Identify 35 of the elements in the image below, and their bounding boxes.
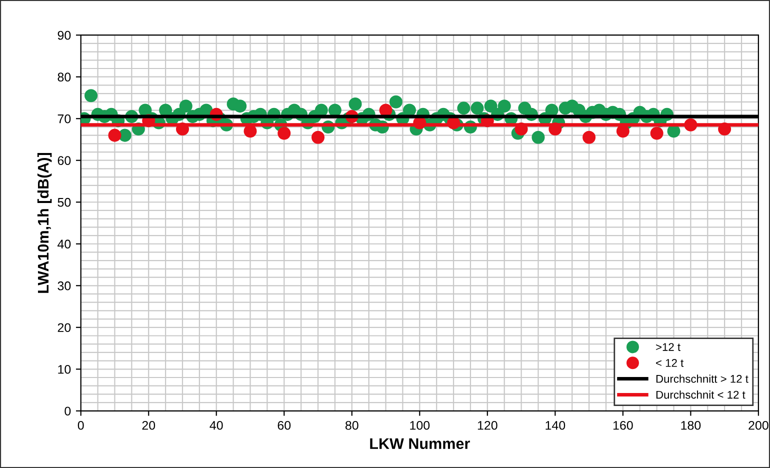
point	[582, 130, 596, 144]
point	[650, 126, 664, 140]
x-tick-label: 180	[681, 420, 701, 430]
point	[616, 124, 630, 138]
y-tick-label: 0	[64, 406, 71, 416]
point	[108, 128, 122, 142]
y-tick-label: 60	[58, 156, 71, 166]
y-tick-label: 70	[58, 114, 71, 124]
x-tick-label: 60	[278, 420, 291, 430]
x-axis-title: LKW Nummer	[370, 438, 470, 450]
y-tick-label: 20	[58, 323, 71, 332]
x-tick-label: 100	[410, 420, 430, 430]
legend-label: >12 t	[656, 343, 680, 351]
x-tick-label: 0	[78, 420, 84, 430]
legend-label: < 12 t	[656, 359, 684, 367]
point	[278, 126, 291, 140]
x-tick-label: 40	[210, 420, 223, 430]
legend-label: Durchschnit < 12 t	[656, 390, 746, 399]
y-tick-label: 10	[58, 364, 71, 374]
x-tick-label: 200	[748, 420, 768, 430]
x-tick-label: 120	[478, 420, 498, 430]
x-tick-label: 20	[142, 420, 156, 430]
point	[312, 130, 325, 144]
x-tick-label: 80	[345, 420, 358, 430]
y-axis-title: LWA10m,1h [dB(A)]	[37, 152, 52, 293]
y-tick-label: 50	[58, 198, 71, 207]
point	[379, 104, 392, 117]
x-tick-label: 160	[613, 420, 633, 430]
y-tick-label: 40	[58, 240, 71, 249]
y-tick-label: 80	[58, 72, 71, 82]
x-tick-label: 140	[546, 420, 566, 430]
y-tick-label: 30	[58, 281, 71, 290]
y-tick-label: 90	[58, 30, 71, 40]
legend-label: Durchschnitt > 12 t	[656, 374, 748, 383]
point	[244, 124, 257, 138]
